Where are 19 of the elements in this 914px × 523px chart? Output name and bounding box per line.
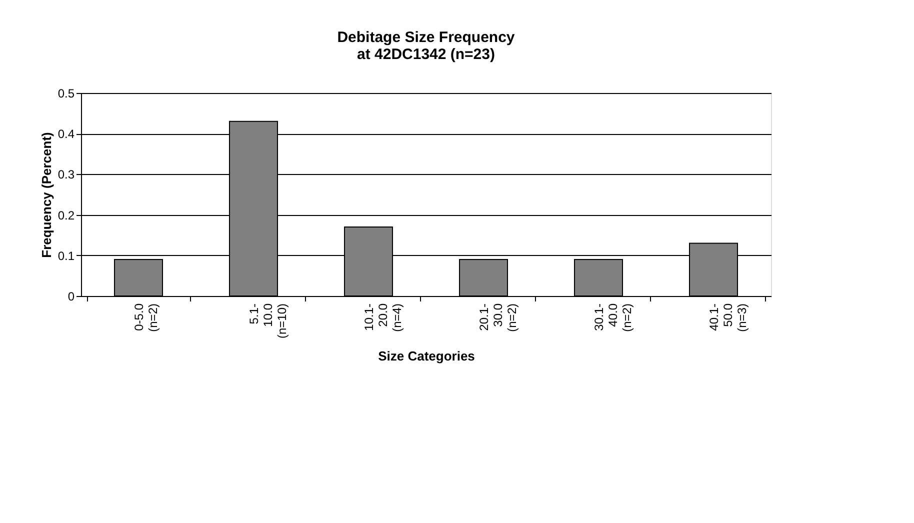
y-tick-label: 0.5 <box>58 86 75 100</box>
text: at 42DC1342 (n=23) <box>357 46 495 63</box>
y-axis-title: Frequency (Percent) <box>38 132 54 258</box>
bar <box>574 258 623 296</box>
y-tick-label: 0.3 <box>58 168 75 182</box>
x-tick-label: 10.1- 20.0 (n=4) <box>362 303 404 332</box>
y-tick-label: 0 <box>68 290 75 304</box>
y-tick-label: 0.4 <box>58 127 75 142</box>
x-tick-label: 40.1- 50.0 (n=3) <box>707 303 749 332</box>
x-tick-label: 20.1- 30.0 (n=2) <box>477 303 519 332</box>
text: Debitage Size Frequency <box>337 29 515 46</box>
bar <box>459 258 508 296</box>
x-tick-label: 0-5.0 (n=2) <box>132 303 160 332</box>
y-tick-label: 0.1 <box>58 248 75 263</box>
x-tick-label: 30.1- 40.0 (n=2) <box>592 303 634 332</box>
x-axis-title: Size Categories <box>378 348 475 364</box>
bar <box>114 258 163 296</box>
x-tick-label: 5.1- 10.0 (n=10) <box>247 303 289 339</box>
y-tick-label: 0.2 <box>58 208 75 222</box>
